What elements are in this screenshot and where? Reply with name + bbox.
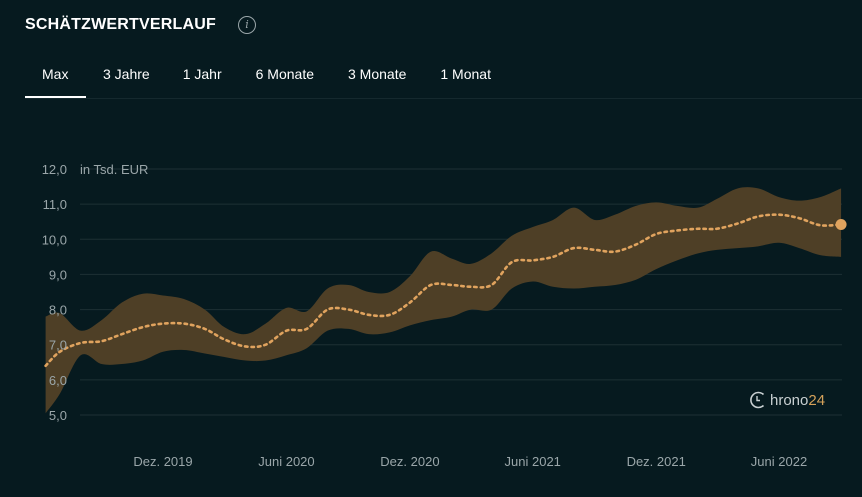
x-tick-label: Dez. 2019 bbox=[133, 454, 192, 469]
watermark-text: hrono24 bbox=[770, 391, 826, 409]
estimate-range-band bbox=[45, 187, 842, 414]
current-value-marker bbox=[835, 219, 847, 231]
tab-1-jahr[interactable]: 1 Jahr bbox=[182, 66, 222, 82]
y-tick-label: 6,0 bbox=[49, 373, 67, 388]
axis-layer: 12,0 11,0 10,0 9,0 8,0 7,0 6,0 5,0 Dez. 2019 Juni… bbox=[42, 162, 808, 469]
y-tick-label: 8,0 bbox=[49, 303, 67, 318]
chart-title: SCHÄTZWERTVERLAUF bbox=[25, 16, 216, 33]
estimate-line bbox=[44, 213, 843, 368]
y-tick-label: 5,0 bbox=[49, 408, 67, 423]
x-tick-label: Dez. 2021 bbox=[627, 454, 686, 469]
tab-3-monate[interactable]: 3 Monate bbox=[348, 66, 407, 82]
chrono24-clock-icon bbox=[750, 391, 765, 409]
x-tick-label: Juni 2022 bbox=[751, 454, 807, 469]
chrono24-watermark: hrono24 bbox=[748, 390, 825, 410]
time-range-tabs: Max 3 Jahre 1 Jahr 6 Monate 3 Monate 1 M… bbox=[25, 66, 491, 98]
x-tick-label: Juni 2021 bbox=[505, 454, 561, 469]
y-tick-label: 11,0 bbox=[43, 197, 67, 212]
band-layer bbox=[45, 187, 842, 414]
unit-label: in Tsd. EUR bbox=[80, 162, 148, 177]
x-tick-label: Juni 2020 bbox=[258, 454, 314, 469]
info-icon[interactable]: i bbox=[237, 16, 256, 34]
tab-divider bbox=[25, 98, 862, 99]
chart-header: SCHÄTZWERTVERLAUF i bbox=[25, 16, 256, 34]
y-tick-label: 10,0 bbox=[42, 232, 67, 247]
y-tick-label: 9,0 bbox=[49, 267, 67, 282]
tab-1-monat[interactable]: 1 Monat bbox=[440, 66, 491, 82]
y-tick-label: 12,0 bbox=[42, 162, 67, 177]
line-layer bbox=[44, 213, 847, 368]
y-tick-label: 7,0 bbox=[49, 338, 67, 353]
tab-6-monate[interactable]: 6 Monate bbox=[255, 66, 314, 82]
tab-3-jahre[interactable]: 3 Jahre bbox=[103, 66, 150, 82]
x-tick-label: Dez. 2020 bbox=[380, 454, 439, 469]
tab-max[interactable]: Max bbox=[25, 66, 86, 98]
